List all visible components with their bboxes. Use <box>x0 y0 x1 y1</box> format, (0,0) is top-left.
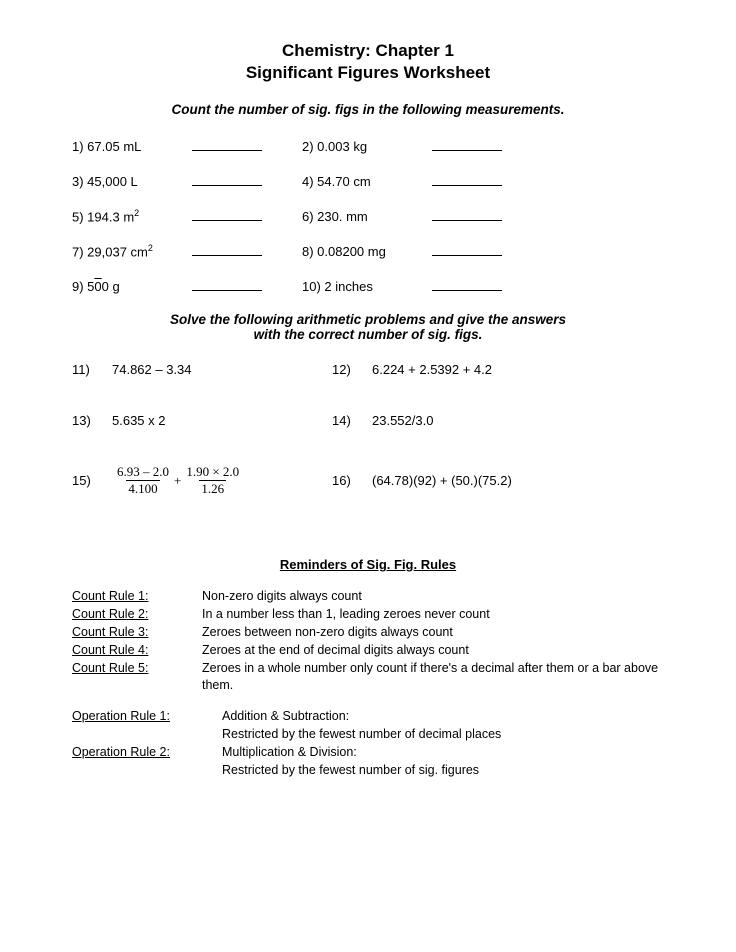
title-line-2: Significant Figures Worksheet <box>246 63 490 82</box>
rule-label: Operation Rule 1: <box>72 708 222 725</box>
plus-sign: + <box>174 473 181 489</box>
problem-7: 7) 29,037 cm2 <box>72 243 192 259</box>
count-row: 7) 29,037 cm2 8) 0.08200 mg <box>72 242 664 259</box>
problem-16-expression: (64.78)(92) + (50.)(75.2) <box>372 473 664 488</box>
rule-text: Non-zero digits always count <box>202 588 664 605</box>
problem-6: 6) 230. mm <box>302 209 432 224</box>
rule-text: Restricted by the fewest number of decim… <box>222 726 664 743</box>
problem-15-expression: 6.93 – 2.0 4.100 + 1.90 × 2.0 1.26 <box>112 464 332 497</box>
problem-2: 2) 0.003 kg <box>302 139 432 154</box>
rule-label-empty <box>72 762 222 779</box>
problem-8: 8) 0.08200 mg <box>302 244 432 259</box>
answer-blank[interactable] <box>432 137 522 154</box>
problem-number-16: 16) <box>332 473 372 488</box>
answer-blank[interactable] <box>432 277 522 294</box>
operation-rule-row: Operation Rule 1: Addition & Subtraction… <box>72 708 664 725</box>
rule-label-empty <box>72 726 222 743</box>
operation-rule-row: Restricted by the fewest number of decim… <box>72 726 664 743</box>
instruction-arithmetic: Solve the following arithmetic problems … <box>72 312 664 342</box>
answer-blank[interactable] <box>192 277 282 294</box>
operation-rule-row: Operation Rule 2: Multiplication & Divis… <box>72 744 664 761</box>
instruction-counting: Count the number of sig. figs in the fol… <box>72 102 664 117</box>
fraction-2: 1.90 × 2.0 1.26 <box>184 464 241 497</box>
answer-blank[interactable] <box>192 172 282 189</box>
worksheet-page: Chemistry: Chapter 1 Significant Figures… <box>0 0 736 830</box>
operation-rule-row: Restricted by the fewest number of sig. … <box>72 762 664 779</box>
problem-13-expression: 5.635 x 2 <box>112 413 332 428</box>
arithmetic-problems: 11) 74.862 – 3.34 12) 6.224 + 2.5392 + 4… <box>72 362 664 497</box>
rule-text: Zeroes at the end of decimal digits alwa… <box>202 642 664 659</box>
rule-text: Multiplication & Division: <box>222 744 664 761</box>
count-row: 5) 194.3 m2 6) 230. mm <box>72 207 664 224</box>
problem-number-13: 13) <box>72 413 112 428</box>
problem-number-15: 15) <box>72 473 112 488</box>
fraction-1: 6.93 – 2.0 4.100 <box>115 464 171 497</box>
count-rule-row: Count Rule 2: In a number less than 1, l… <box>72 606 664 623</box>
rule-label: Count Rule 2: <box>72 606 202 623</box>
answer-blank[interactable] <box>192 207 282 224</box>
reminders-heading: Reminders of Sig. Fig. Rules <box>72 557 664 572</box>
rule-text: Restricted by the fewest number of sig. … <box>222 762 664 779</box>
problem-1: 1) 67.05 mL <box>72 139 192 154</box>
problem-number-12: 12) <box>332 362 372 377</box>
rules-section: Count Rule 1: Non-zero digits always cou… <box>72 588 664 779</box>
count-row: 3) 45,000 L 4) 54.70 cm <box>72 172 664 189</box>
problem-4: 4) 54.70 cm <box>302 174 432 189</box>
title-line-1: Chemistry: Chapter 1 <box>282 41 454 60</box>
problem-9: 9) 500 g <box>72 279 192 294</box>
problem-number-11: 11) <box>72 362 112 377</box>
count-rule-row: Count Rule 1: Non-zero digits always cou… <box>72 588 664 605</box>
rule-text: Zeroes between non-zero digits always co… <box>202 624 664 641</box>
answer-blank[interactable] <box>192 242 282 259</box>
rule-text: In a number less than 1, leading zeroes … <box>202 606 664 623</box>
answer-blank[interactable] <box>432 207 522 224</box>
count-row: 9) 500 g 10) 2 inches <box>72 277 664 294</box>
rule-label: Count Rule 3: <box>72 624 202 641</box>
problem-12-expression: 6.224 + 2.5392 + 4.2 <box>372 362 664 377</box>
rule-label: Operation Rule 2: <box>72 744 222 761</box>
answer-blank[interactable] <box>192 137 282 154</box>
problem-11-expression: 74.862 – 3.34 <box>112 362 332 377</box>
page-title: Chemistry: Chapter 1 Significant Figures… <box>72 40 664 84</box>
arith-row: 13) 5.635 x 2 14) 23.552/3.0 <box>72 413 664 428</box>
count-rule-row: Count Rule 5: Zeroes in a whole number o… <box>72 660 664 694</box>
problem-5: 5) 194.3 m2 <box>72 208 192 224</box>
problem-number-14: 14) <box>332 413 372 428</box>
rule-label: Count Rule 4: <box>72 642 202 659</box>
answer-blank[interactable] <box>432 172 522 189</box>
arith-row: 11) 74.862 – 3.34 12) 6.224 + 2.5392 + 4… <box>72 362 664 377</box>
problem-10: 10) 2 inches <box>302 279 432 294</box>
rule-label: Count Rule 5: <box>72 660 202 694</box>
rule-text: Zeroes in a whole number only count if t… <box>202 660 664 694</box>
count-row: 1) 67.05 mL 2) 0.003 kg <box>72 137 664 154</box>
answer-blank[interactable] <box>432 242 522 259</box>
arith-row: 15) 6.93 – 2.0 4.100 + 1.90 × 2.0 1.26 1… <box>72 464 664 497</box>
count-rule-row: Count Rule 4: Zeroes at the end of decim… <box>72 642 664 659</box>
problem-14-expression: 23.552/3.0 <box>372 413 664 428</box>
rule-text: Addition & Subtraction: <box>222 708 664 725</box>
problem-3: 3) 45,000 L <box>72 174 192 189</box>
counting-problems: 1) 67.05 mL 2) 0.003 kg 3) 45,000 L 4) 5… <box>72 137 664 294</box>
rule-label: Count Rule 1: <box>72 588 202 605</box>
count-rule-row: Count Rule 3: Zeroes between non-zero di… <box>72 624 664 641</box>
